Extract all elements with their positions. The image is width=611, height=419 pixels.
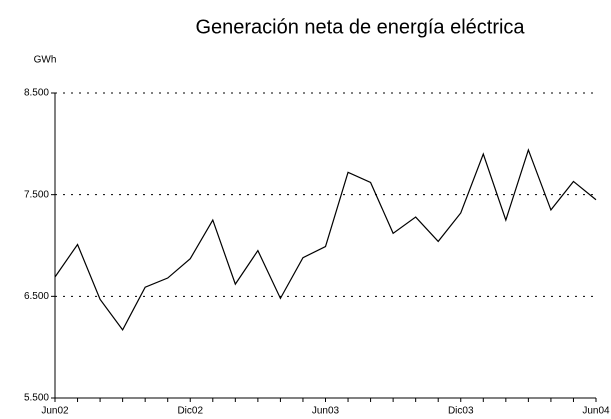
x-tick-label: Jun03 [312, 406, 340, 417]
x-tick-label: Dic02 [177, 406, 203, 417]
x-tick-label: Jun04 [582, 406, 610, 417]
x-tick-label: Jun02 [41, 406, 69, 417]
y-tick-label: 5.500 [24, 393, 49, 404]
data-line [54, 148, 597, 332]
x-tick-label: Dic03 [448, 406, 474, 417]
chart-title: Generación neta de energía eléctrica [195, 16, 525, 38]
y-tick-label: 8.500 [24, 88, 49, 99]
y-axis-label: GWh [34, 55, 57, 66]
y-tick-label: 6.500 [24, 291, 49, 302]
y-tick-label: 7.500 [24, 189, 49, 200]
